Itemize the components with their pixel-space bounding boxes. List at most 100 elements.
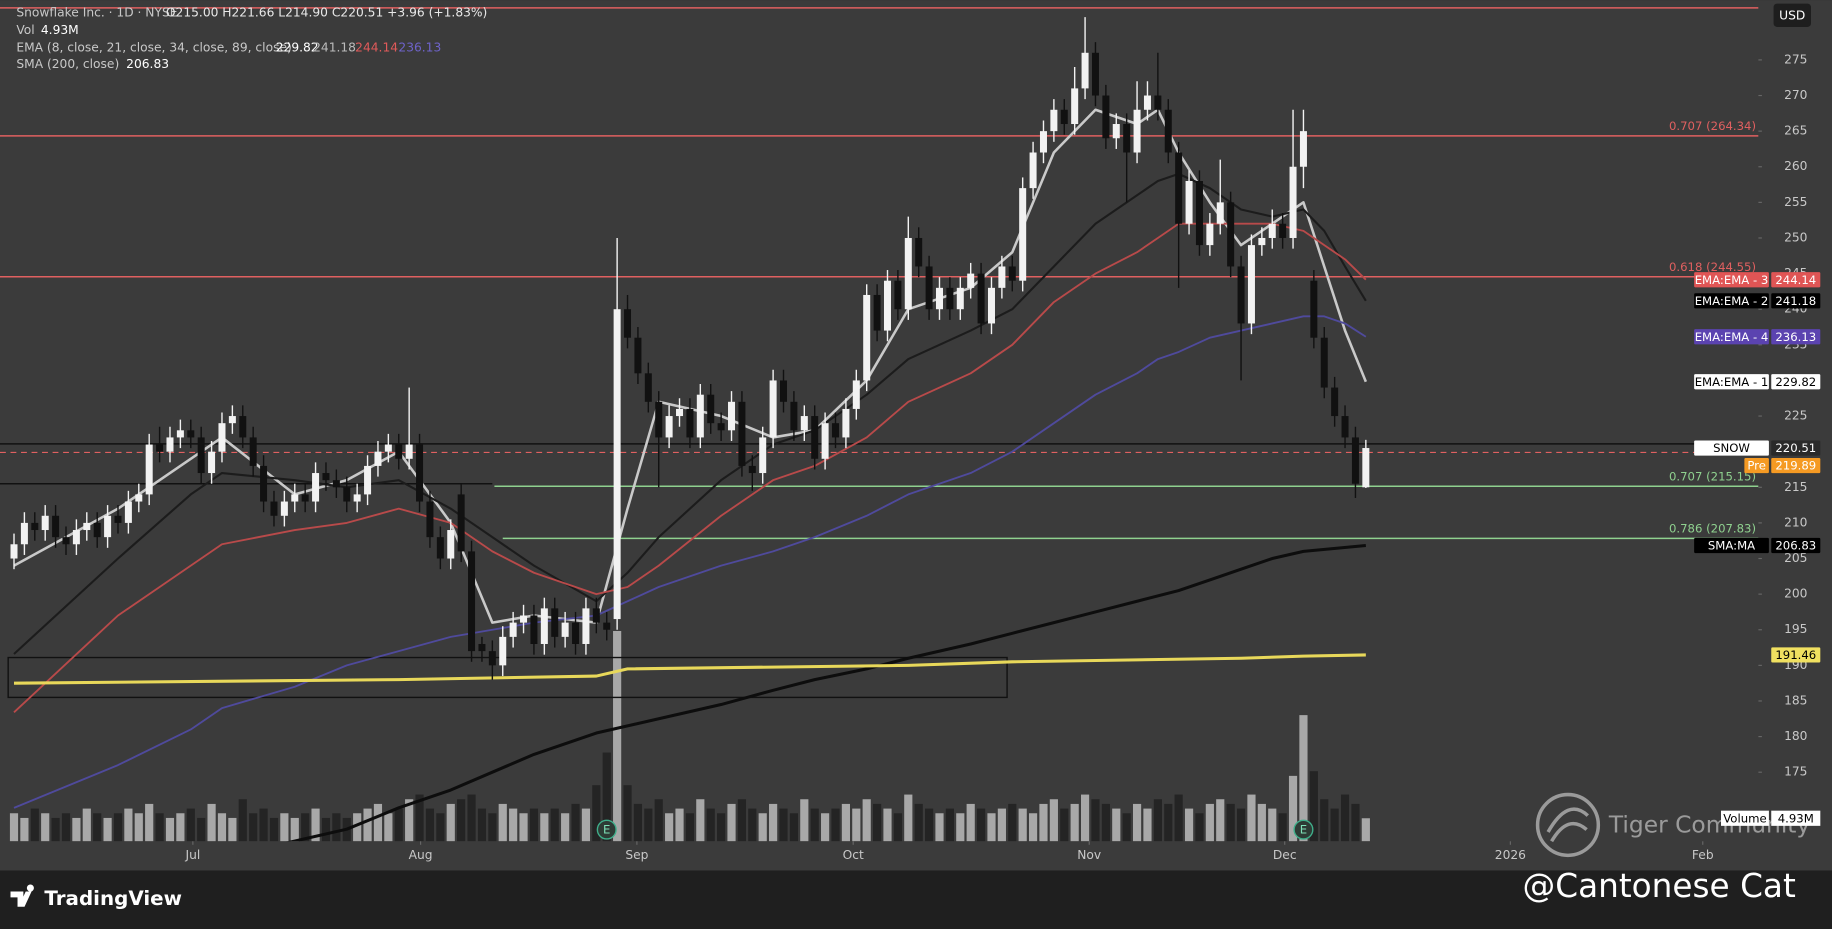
candle-body — [946, 287, 954, 310]
candle-body — [883, 280, 892, 331]
level-label: 0.707 (215.15) — [1669, 469, 1756, 483]
candle-body — [613, 309, 621, 620]
candle-body — [780, 380, 788, 402]
candle-body — [728, 401, 736, 431]
volume-bar — [561, 813, 570, 842]
volume-bar — [1122, 813, 1131, 842]
price-label-name: SMA:MA — [1708, 539, 1755, 553]
volume-bar — [904, 794, 913, 842]
candle-body — [20, 522, 28, 545]
volume-bar — [1205, 803, 1214, 842]
volume-bar — [1340, 794, 1350, 842]
candle-body — [156, 444, 164, 452]
candle-body — [1019, 188, 1027, 281]
candle-body — [561, 622, 569, 637]
candle-body — [572, 622, 580, 644]
y-tick-label: 275 — [1784, 52, 1807, 66]
candle-body — [748, 465, 756, 474]
indicator-line — [13, 222, 1367, 714]
indicator-line — [286, 543, 1366, 842]
candle-body — [1081, 52, 1089, 89]
volume-bar — [685, 813, 695, 842]
volume-bar — [675, 808, 684, 842]
volume-bar — [30, 808, 39, 842]
price-label-name: Pre — [1747, 459, 1766, 473]
event-label: E — [1300, 823, 1307, 837]
price-label-value: 219.89 — [1775, 459, 1816, 473]
volume-bar — [748, 808, 757, 842]
volume-bar — [966, 803, 975, 842]
candle-body — [52, 515, 60, 538]
price-label-value: 236.13 — [1775, 330, 1816, 344]
candle-body — [530, 615, 538, 644]
candle-body — [676, 408, 684, 417]
candle-body — [759, 437, 767, 474]
volume-bar — [488, 813, 497, 842]
volume-bar — [1309, 771, 1318, 842]
ema-header: EMA (8, close, 21, close, 34, close, 89,… — [16, 40, 291, 54]
volume-bar — [425, 808, 435, 842]
volume-bar — [550, 808, 559, 842]
candle-body — [405, 444, 413, 459]
candle-body — [894, 280, 902, 310]
volume-bar — [665, 813, 674, 842]
candle-body — [1310, 280, 1318, 338]
volume-bar — [20, 817, 29, 842]
volume-bar — [301, 813, 310, 842]
candle-body — [1216, 202, 1224, 224]
volume-bar — [509, 808, 518, 842]
volume-bar — [592, 785, 601, 842]
price-label-name-box — [1694, 272, 1769, 288]
candle-body — [1227, 202, 1235, 267]
candle-body — [790, 401, 798, 431]
event-label: E — [603, 823, 610, 837]
volume-value-box — [1771, 810, 1821, 826]
price-label-name-box — [1694, 329, 1769, 345]
candle-body — [811, 416, 819, 459]
candle-body — [291, 494, 299, 502]
volume-bar — [1049, 799, 1058, 842]
level-label: 0.786 (207.83) — [1669, 522, 1756, 536]
candle-body — [374, 451, 382, 466]
volume-bar — [925, 808, 934, 842]
candle-body — [10, 544, 18, 559]
volume-bar — [914, 803, 923, 842]
y-tick-label: 270 — [1784, 88, 1807, 102]
volume-bar — [571, 803, 580, 842]
volume-bar — [1039, 803, 1048, 842]
candle-body — [218, 423, 226, 452]
volume-bar — [311, 808, 320, 842]
y-tick-label: 250 — [1784, 230, 1807, 244]
volume-bar — [1288, 775, 1298, 842]
volume-bar — [1164, 803, 1173, 842]
volume-bar — [1091, 799, 1100, 842]
volume-bar — [633, 803, 643, 842]
candle-body — [62, 537, 70, 545]
x-tick-label: 2026 — [1495, 848, 1526, 862]
volume-bar — [1184, 808, 1194, 842]
volume-bar — [405, 799, 414, 842]
volume-bar — [1018, 808, 1027, 842]
candle-body — [1133, 109, 1141, 153]
volume-bar — [93, 813, 102, 842]
candle-body — [93, 522, 101, 538]
candle-body — [1247, 245, 1255, 324]
candle-body — [520, 615, 528, 623]
price-label-box — [1771, 374, 1821, 390]
volume-header: Vol — [16, 23, 34, 37]
candle-body — [1185, 180, 1193, 224]
price-label-name-box — [1694, 537, 1769, 554]
candle-body — [831, 423, 840, 438]
volume-bar — [873, 803, 882, 842]
footer-bar — [0, 870, 1832, 929]
candle-body — [1195, 180, 1203, 246]
price-label-box — [1771, 647, 1821, 663]
volume-bar — [737, 799, 747, 842]
candle-body — [187, 430, 195, 438]
price-label-name: EMA:EMA - 3 — [1695, 273, 1769, 287]
volume-bar — [810, 808, 819, 842]
volume-bar — [1247, 794, 1256, 842]
candle-body — [1341, 416, 1349, 438]
candle-body — [228, 416, 236, 424]
